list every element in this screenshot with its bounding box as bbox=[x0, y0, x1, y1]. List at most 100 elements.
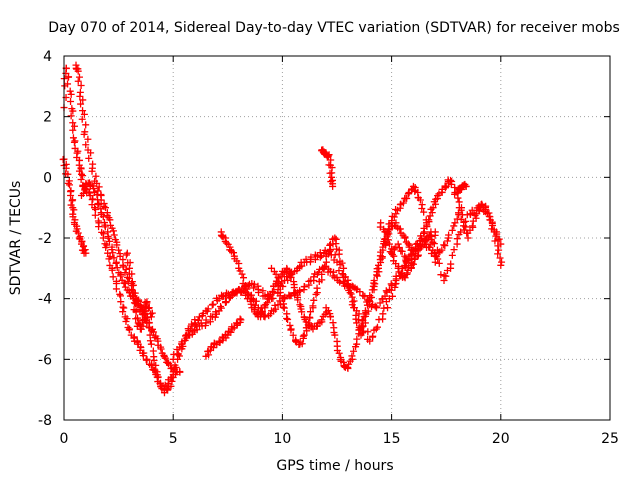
data-point bbox=[425, 216, 433, 224]
data-point bbox=[218, 232, 226, 240]
data-point bbox=[373, 323, 381, 331]
data-point bbox=[301, 283, 309, 291]
data-point bbox=[382, 298, 390, 306]
data-point bbox=[347, 290, 355, 298]
data-point bbox=[468, 222, 476, 230]
data-point bbox=[318, 316, 326, 324]
data-point bbox=[250, 280, 258, 288]
data-point bbox=[82, 249, 90, 257]
data-point bbox=[497, 261, 505, 269]
data-layer bbox=[59, 61, 506, 397]
data-point bbox=[133, 337, 141, 345]
axis-layer: 0 5 10 15 20 25 -8 -6 -4 -2 0 2 4 bbox=[38, 49, 619, 447]
y-tick-label: 4 bbox=[43, 49, 52, 65]
data-point bbox=[94, 200, 102, 208]
data-point bbox=[108, 266, 116, 274]
data-point bbox=[147, 310, 155, 318]
data-point bbox=[326, 313, 334, 321]
data-point bbox=[278, 295, 286, 303]
data-point bbox=[326, 267, 334, 275]
data-point bbox=[217, 304, 225, 312]
data-point bbox=[77, 176, 85, 184]
data-point bbox=[299, 332, 307, 340]
data-point bbox=[161, 381, 169, 389]
data-point bbox=[283, 264, 291, 272]
data-point bbox=[371, 280, 379, 288]
data-point bbox=[263, 299, 271, 307]
series-track-d bbox=[77, 179, 168, 397]
data-point bbox=[378, 253, 386, 261]
data-point bbox=[306, 308, 314, 316]
data-point bbox=[388, 292, 396, 300]
data-point bbox=[115, 246, 123, 254]
data-point bbox=[350, 297, 358, 305]
data-point bbox=[328, 173, 336, 181]
data-point bbox=[399, 199, 407, 207]
data-point bbox=[276, 282, 284, 290]
data-point bbox=[255, 288, 263, 296]
data-point bbox=[488, 219, 496, 227]
data-point bbox=[364, 307, 372, 315]
data-point bbox=[401, 252, 409, 260]
data-point bbox=[313, 284, 321, 292]
data-point bbox=[150, 366, 158, 374]
data-point bbox=[99, 213, 107, 221]
series-track-g bbox=[217, 219, 417, 372]
data-point bbox=[129, 289, 137, 297]
data-point bbox=[408, 259, 416, 267]
data-point bbox=[109, 227, 117, 235]
data-point bbox=[69, 126, 77, 134]
data-point bbox=[154, 373, 162, 381]
data-point bbox=[152, 361, 160, 369]
data-point bbox=[64, 179, 72, 187]
data-point bbox=[338, 259, 346, 267]
data-point bbox=[335, 250, 343, 258]
data-point bbox=[321, 262, 329, 270]
data-point bbox=[132, 308, 140, 316]
data-point bbox=[143, 299, 151, 307]
data-point bbox=[427, 232, 435, 240]
data-point bbox=[125, 326, 133, 334]
data-point bbox=[134, 314, 142, 322]
data-point bbox=[448, 251, 456, 259]
data-point bbox=[374, 264, 382, 272]
data-point bbox=[268, 288, 276, 296]
data-point bbox=[418, 204, 426, 212]
data-point bbox=[130, 299, 138, 307]
data-point bbox=[287, 326, 295, 334]
data-point bbox=[64, 80, 72, 88]
data-point bbox=[59, 155, 67, 163]
data-point bbox=[80, 130, 88, 138]
data-point bbox=[340, 363, 348, 371]
data-point bbox=[79, 96, 87, 104]
data-point bbox=[94, 187, 102, 195]
data-point bbox=[495, 246, 503, 254]
data-point bbox=[157, 345, 165, 353]
data-point bbox=[310, 296, 318, 304]
data-point bbox=[84, 135, 92, 143]
data-point bbox=[101, 223, 109, 231]
data-point bbox=[230, 249, 238, 257]
data-point bbox=[120, 304, 128, 312]
data-point bbox=[494, 236, 502, 244]
data-point bbox=[163, 385, 171, 393]
data-point bbox=[169, 371, 177, 378]
data-point bbox=[440, 271, 448, 279]
data-point bbox=[429, 238, 437, 246]
data-point bbox=[286, 321, 294, 329]
data-point bbox=[202, 316, 210, 324]
data-point bbox=[79, 107, 87, 115]
data-point bbox=[77, 82, 85, 90]
data-point bbox=[326, 246, 334, 254]
data-point bbox=[333, 273, 341, 281]
data-point bbox=[466, 211, 474, 219]
data-point bbox=[341, 273, 349, 281]
data-point bbox=[215, 337, 223, 345]
data-point bbox=[403, 256, 411, 264]
data-point bbox=[407, 264, 415, 272]
data-point bbox=[250, 284, 258, 292]
data-point bbox=[117, 298, 125, 306]
data-point bbox=[493, 230, 501, 238]
